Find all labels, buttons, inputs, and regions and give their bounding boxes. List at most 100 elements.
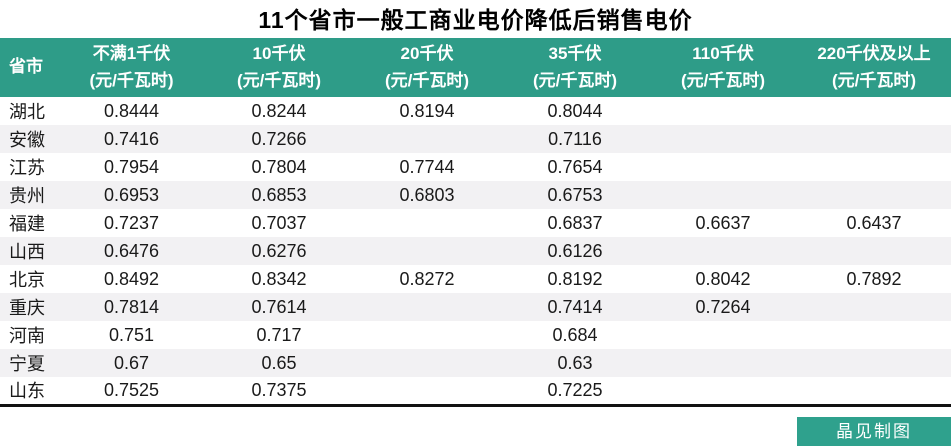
column-unit: (元/千瓦时) xyxy=(236,70,322,90)
province-cell: 重庆 xyxy=(9,298,45,318)
price-cell: 0.8194 xyxy=(399,100,455,121)
price-cell: 0.6476 xyxy=(103,240,160,261)
header-cell-voltage: 10千伏 (元/千瓦时) xyxy=(205,38,353,97)
price-cell xyxy=(353,321,501,349)
price-cell xyxy=(353,125,501,153)
province-cell: 北京 xyxy=(9,270,45,290)
price-cell: 0.8042 xyxy=(695,268,751,289)
header-cell-province: 省市 xyxy=(0,38,58,97)
price-cell xyxy=(797,181,951,209)
price-cell: 0.65 xyxy=(261,352,297,373)
header-cell-voltage: 不满1千伏 (元/千瓦时) xyxy=(58,38,205,97)
price-cell xyxy=(797,153,951,181)
column-unit: (元/千瓦时) xyxy=(831,70,917,90)
column-label: 10千伏 xyxy=(252,44,306,64)
price-cell xyxy=(797,293,951,321)
province-cell: 福建 xyxy=(9,214,45,234)
table-row: 山西 0.6476 0.6276 0.6126 xyxy=(0,237,951,265)
price-cell xyxy=(353,293,501,321)
table-row: 安徽 0.7416 0.7266 0.7116 xyxy=(0,125,951,153)
column-label: 110千伏 xyxy=(692,44,754,64)
price-cell: 0.6853 xyxy=(251,184,307,205)
price-cell: 0.7116 xyxy=(548,128,602,149)
price-cell xyxy=(797,97,951,125)
province-cell: 山东 xyxy=(9,381,45,402)
table-body: 湖北 0.8444 0.8244 0.8194 0.8044 安徽 0.7416 0.7266… xyxy=(0,97,951,405)
price-cell: 0.7892 xyxy=(846,268,902,289)
table-row: 北京 0.8492 0.8342 0.8272 0.8192 0.8042 0.7892 xyxy=(0,265,951,293)
header-cell-voltage: 35千伏 (元/千瓦时) xyxy=(501,38,649,97)
price-cell: 0.7375 xyxy=(251,379,307,400)
price-cell xyxy=(649,97,797,125)
column-label: 220千伏及以上 xyxy=(817,44,931,64)
price-cell: 0.7416 xyxy=(103,128,160,149)
price-cell: 0.6837 xyxy=(547,212,603,233)
column-label: 20千伏 xyxy=(400,44,454,64)
table-row: 贵州 0.6953 0.6853 0.6803 0.6753 xyxy=(0,181,951,209)
province-cell: 贵州 xyxy=(9,186,45,206)
price-cell: 0.7614 xyxy=(251,296,307,317)
price-cell: 0.8272 xyxy=(399,268,455,289)
price-cell: 0.7814 xyxy=(103,296,160,317)
price-cell xyxy=(649,321,797,349)
price-cell xyxy=(797,125,951,153)
header-cell-voltage: 110千伏 (元/千瓦时) xyxy=(649,38,797,97)
price-cell: 0.6276 xyxy=(251,240,307,261)
price-cell xyxy=(649,377,797,405)
province-cell: 河南 xyxy=(9,326,45,346)
header-row: 省市 不满1千伏 (元/千瓦时) 10千伏 (元/千瓦时) 20千伏 (元/千瓦时) 35千伏… xyxy=(0,38,951,97)
price-cell xyxy=(649,237,797,265)
price-cell: 0.8342 xyxy=(251,268,307,289)
table-row: 重庆 0.7814 0.7614 0.7414 0.7264 xyxy=(0,293,951,321)
table-header: 省市 不满1千伏 (元/千瓦时) 10千伏 (元/千瓦时) 20千伏 (元/千瓦时) 35千伏… xyxy=(0,38,951,97)
price-cell: 0.6753 xyxy=(547,184,603,205)
price-cell: 0.7414 xyxy=(547,296,603,317)
price-cell xyxy=(353,237,501,265)
price-cell: 0.8492 xyxy=(103,268,160,289)
price-cell: 0.7654 xyxy=(547,156,603,177)
province-cell: 江苏 xyxy=(9,158,45,178)
price-cell xyxy=(797,349,951,377)
price-cell: 0.7237 xyxy=(103,212,160,233)
price-cell: 0.7037 xyxy=(251,212,307,233)
column-label: 省市 xyxy=(9,57,43,77)
price-cell: 0.751 xyxy=(108,324,155,345)
column-unit: (元/千瓦时) xyxy=(384,70,470,90)
province-cell: 山西 xyxy=(9,242,45,262)
price-cell xyxy=(353,349,501,377)
price-cell: 0.6637 xyxy=(695,212,751,233)
price-cell: 0.7525 xyxy=(103,379,160,400)
price-cell: 0.63 xyxy=(557,352,593,373)
price-cell: 0.8444 xyxy=(103,100,160,121)
column-unit: (元/千瓦时) xyxy=(532,70,618,90)
price-cell: 0.6803 xyxy=(399,184,455,205)
price-cell: 0.67 xyxy=(113,352,150,373)
price-cell: 0.717 xyxy=(256,324,302,345)
column-label: 35千伏 xyxy=(548,44,602,64)
table-row: 宁夏 0.67 0.65 0.63 xyxy=(0,349,951,377)
province-cell: 宁夏 xyxy=(9,354,45,374)
price-cell xyxy=(649,153,797,181)
table-row: 河南 0.751 0.717 0.684 xyxy=(0,321,951,349)
table-row: 福建 0.7237 0.7037 0.6837 0.6637 0.6437 xyxy=(0,209,951,237)
price-cell xyxy=(649,181,797,209)
price-cell: 0.6437 xyxy=(846,212,902,233)
price-cell xyxy=(797,237,951,265)
price-cell xyxy=(353,209,501,237)
price-table: 省市 不满1千伏 (元/千瓦时) 10千伏 (元/千瓦时) 20千伏 (元/千瓦时) 35千伏… xyxy=(0,38,951,407)
price-cell xyxy=(353,377,501,405)
header-cell-voltage: 220千伏及以上 (元/千瓦时) xyxy=(797,38,951,97)
price-cell: 0.7264 xyxy=(695,296,751,317)
price-cell: 0.8244 xyxy=(251,100,307,121)
column-unit: (元/千瓦时) xyxy=(89,70,174,90)
price-cell: 0.8044 xyxy=(547,100,603,121)
page-title: 11个省市一般工商业电价降低后销售电价 xyxy=(258,7,693,33)
column-unit: (元/千瓦时) xyxy=(680,70,766,90)
price-cell xyxy=(797,377,951,405)
price-cell xyxy=(649,125,797,153)
price-cell: 0.7225 xyxy=(547,379,603,400)
province-cell: 安徽 xyxy=(9,130,45,150)
price-cell: 0.6953 xyxy=(103,184,160,205)
table-row: 江苏 0.7954 0.7804 0.7744 0.7654 xyxy=(0,153,951,181)
